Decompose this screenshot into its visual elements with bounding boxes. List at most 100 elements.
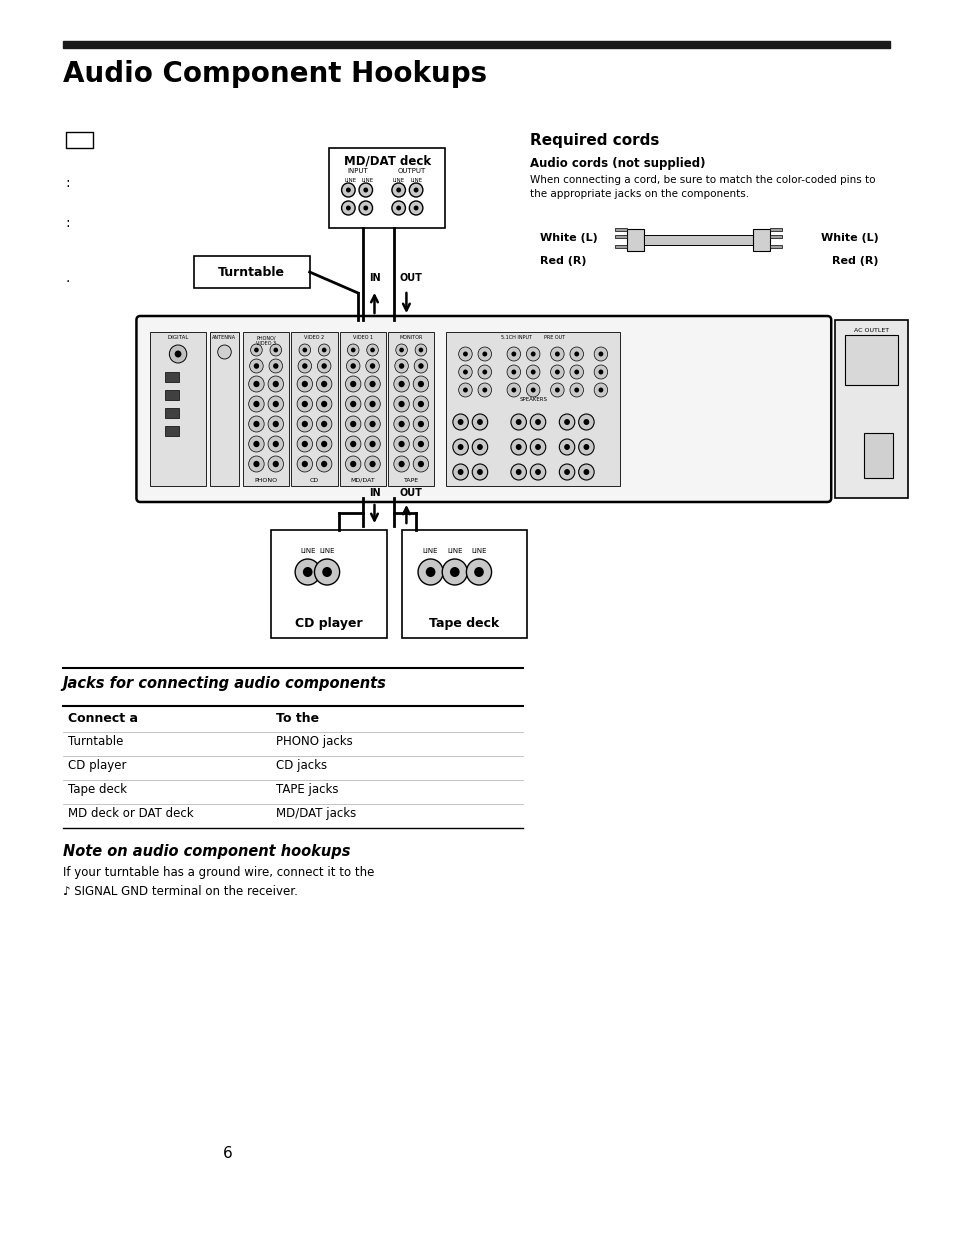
Circle shape	[569, 346, 583, 361]
Circle shape	[530, 370, 535, 375]
Circle shape	[511, 370, 516, 375]
Circle shape	[398, 401, 404, 407]
Circle shape	[321, 364, 327, 369]
Circle shape	[317, 359, 331, 374]
Circle shape	[364, 456, 380, 472]
Text: VIDEO 2: VIDEO 2	[304, 335, 324, 340]
Circle shape	[578, 464, 594, 480]
Circle shape	[273, 441, 278, 448]
Circle shape	[398, 461, 404, 467]
Circle shape	[516, 444, 521, 450]
Circle shape	[322, 567, 332, 577]
Circle shape	[476, 469, 482, 475]
Circle shape	[594, 365, 607, 379]
Circle shape	[346, 206, 351, 211]
Circle shape	[550, 383, 563, 397]
Circle shape	[417, 559, 443, 584]
Circle shape	[583, 419, 589, 425]
Circle shape	[530, 351, 535, 356]
Circle shape	[268, 376, 283, 392]
Circle shape	[530, 414, 545, 430]
Circle shape	[314, 559, 339, 584]
Circle shape	[249, 416, 264, 432]
Circle shape	[530, 464, 545, 480]
Circle shape	[395, 344, 407, 356]
Circle shape	[535, 444, 540, 450]
Circle shape	[578, 439, 594, 455]
Circle shape	[370, 364, 375, 369]
Circle shape	[511, 414, 526, 430]
Bar	[769, 245, 781, 248]
Text: :: :	[66, 176, 71, 190]
Circle shape	[414, 206, 418, 211]
Bar	[863, 433, 892, 478]
Text: SPEAKERS: SPEAKERS	[518, 397, 547, 402]
Circle shape	[268, 436, 283, 453]
Bar	[329, 148, 445, 228]
Circle shape	[472, 414, 487, 430]
Circle shape	[453, 414, 468, 430]
Circle shape	[472, 464, 487, 480]
Circle shape	[398, 364, 404, 369]
Circle shape	[394, 376, 409, 392]
Circle shape	[507, 383, 520, 397]
Circle shape	[395, 359, 408, 374]
Circle shape	[369, 401, 375, 407]
Circle shape	[535, 419, 540, 425]
Text: LINE: LINE	[319, 547, 335, 554]
Circle shape	[516, 419, 521, 425]
Circle shape	[574, 351, 578, 356]
Circle shape	[268, 456, 283, 472]
Text: OUTPUT: OUTPUT	[396, 168, 425, 174]
Circle shape	[555, 370, 559, 375]
Bar	[615, 245, 626, 248]
Circle shape	[345, 416, 360, 432]
Text: TAPE: TAPE	[403, 478, 418, 483]
Circle shape	[174, 350, 181, 358]
Circle shape	[366, 344, 378, 356]
Circle shape	[511, 464, 526, 480]
Circle shape	[442, 559, 467, 584]
Circle shape	[417, 381, 423, 387]
Circle shape	[394, 456, 409, 472]
Bar	[844, 335, 897, 385]
Circle shape	[474, 567, 483, 577]
Circle shape	[563, 419, 569, 425]
Text: When connecting a cord, be sure to match the color-coded pins to
the appropriate: When connecting a cord, be sure to match…	[530, 175, 875, 199]
Circle shape	[526, 365, 539, 379]
Text: PHONO/
VIDEO 3: PHONO/ VIDEO 3	[255, 335, 275, 345]
Circle shape	[296, 416, 313, 432]
Circle shape	[550, 365, 563, 379]
Circle shape	[511, 439, 526, 455]
Circle shape	[395, 187, 400, 192]
Text: If your turntable has a ground wire, connect it to the
♪ SIGNAL GND terminal on : If your turntable has a ground wire, con…	[63, 866, 374, 898]
Text: 5.1CH INPUT        PRE OUT: 5.1CH INPUT PRE OUT	[500, 335, 564, 340]
Circle shape	[365, 359, 379, 374]
Circle shape	[274, 348, 278, 353]
Circle shape	[574, 370, 578, 375]
Circle shape	[253, 348, 258, 353]
Text: LINE: LINE	[344, 178, 356, 182]
Bar	[769, 236, 781, 238]
Circle shape	[350, 364, 355, 369]
Text: INPUT: INPUT	[347, 168, 368, 174]
Text: Tape deck: Tape deck	[429, 618, 499, 630]
Text: LINE: LINE	[361, 178, 374, 182]
Text: CD player: CD player	[68, 760, 126, 772]
Circle shape	[530, 439, 545, 455]
Circle shape	[598, 370, 602, 375]
Circle shape	[395, 206, 400, 211]
Circle shape	[318, 344, 330, 356]
Bar	[752, 229, 769, 252]
Text: .: .	[66, 271, 71, 285]
Circle shape	[217, 345, 231, 359]
Circle shape	[341, 182, 355, 197]
Text: OUT: OUT	[399, 488, 422, 498]
Text: MONITOR: MONITOR	[399, 335, 422, 340]
Circle shape	[458, 346, 472, 361]
Circle shape	[394, 436, 409, 453]
Circle shape	[413, 456, 428, 472]
Bar	[271, 530, 387, 637]
Bar	[164, 425, 179, 436]
Circle shape	[555, 387, 559, 392]
